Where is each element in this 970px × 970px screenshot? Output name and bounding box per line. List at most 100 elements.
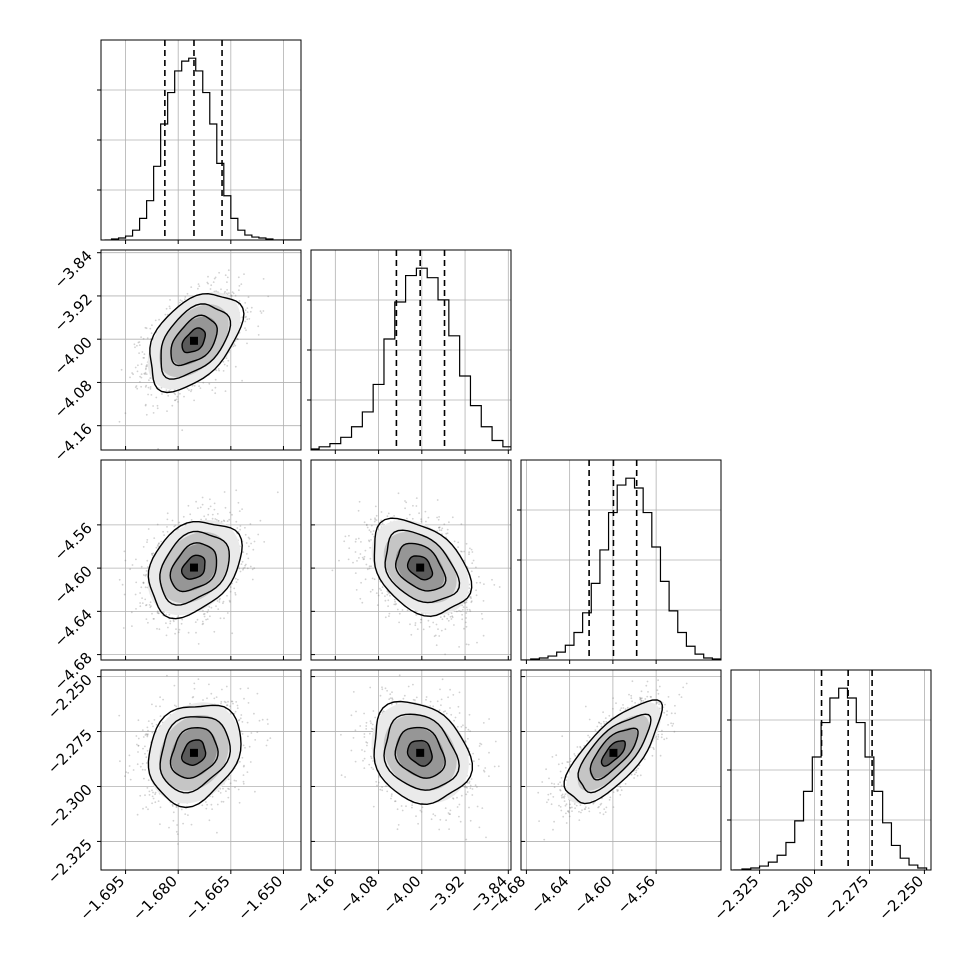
scatter-point (207, 282, 210, 285)
scatter-point (218, 599, 221, 601)
scatter-point (209, 505, 212, 508)
panel-0-2 (100, 459, 302, 661)
scatter-point (139, 794, 142, 797)
scatter-point (177, 631, 180, 634)
scatter-point (237, 276, 240, 279)
scatter-point (468, 608, 471, 611)
scatter-point (184, 296, 187, 298)
contour-2 (160, 303, 232, 380)
scatter-point (242, 568, 244, 571)
scatter-point (130, 611, 133, 614)
scatter-point (420, 520, 423, 523)
scatter-point (200, 518, 203, 521)
scatter-point (498, 586, 501, 588)
scatter-point (245, 329, 247, 332)
scatter-point (404, 507, 406, 510)
scatter-point (234, 344, 237, 347)
scatter-point (230, 294, 233, 297)
scatter-point (446, 528, 449, 531)
scatter-point (465, 601, 468, 604)
scatter-point (179, 299, 182, 301)
scatter-point (257, 334, 260, 336)
scatter-point (166, 518, 169, 521)
scatter-point (174, 393, 177, 396)
scatter-point (215, 518, 218, 521)
scatter-point (384, 599, 387, 602)
scatter-point (236, 338, 238, 341)
contour-1 (170, 314, 218, 367)
scatter-point (143, 357, 146, 359)
scatter-point (165, 389, 168, 391)
density-peak (416, 563, 425, 572)
scatter-point (174, 632, 177, 635)
scatter-point (260, 312, 263, 314)
scatter-point (374, 505, 377, 508)
scatter-point (163, 534, 166, 536)
scatter-point (248, 537, 251, 540)
scatter-point (387, 599, 390, 602)
scatter-point (406, 517, 408, 520)
scatter-point (234, 577, 237, 580)
scatter-point (131, 372, 134, 374)
scatter-point (461, 613, 463, 616)
scatter-point (469, 596, 472, 598)
scatter-point (179, 392, 181, 395)
scatter-point (165, 634, 168, 637)
scatter-point (416, 628, 419, 630)
scatter-point (462, 606, 465, 608)
scatter-point (132, 373, 135, 376)
scatter-point (234, 592, 237, 594)
scatter-point (202, 613, 205, 616)
scatter-point (129, 568, 132, 571)
scatter-point (378, 587, 381, 590)
scatter-point (368, 529, 371, 532)
scatter-point (433, 635, 436, 638)
scatter-point (236, 527, 239, 529)
scatter-point (231, 247, 233, 249)
scatter-point (243, 273, 245, 275)
scatter-point (213, 502, 216, 505)
contour-1 (169, 542, 218, 593)
scatter-point (150, 605, 152, 607)
scatter-point (411, 517, 414, 520)
scatter-point (148, 604, 151, 606)
scatter-point (355, 538, 357, 540)
pair-grid-0-1 (101, 250, 301, 450)
scatter-point (134, 386, 137, 389)
scatter-point (224, 274, 227, 277)
scatter-point (355, 589, 358, 591)
scatter-point (140, 336, 143, 338)
scatter-point (365, 524, 368, 527)
scatter-point (352, 561, 354, 564)
scatter-point (160, 540, 163, 543)
scatter-point (120, 368, 123, 371)
scatter-point (149, 388, 152, 390)
scatter-point (482, 600, 485, 602)
scatter-point (449, 615, 452, 618)
scatter-point (144, 403, 147, 406)
scatter-point (482, 634, 485, 637)
scatter-point (147, 621, 149, 624)
scatter-point (209, 615, 211, 618)
scatter-point (465, 617, 467, 619)
scatter-point (183, 395, 185, 398)
scatter-point (364, 578, 367, 581)
scatter-point (190, 390, 192, 393)
scatter-point (152, 618, 155, 620)
scatter-point (194, 621, 197, 623)
scatter-point (193, 399, 196, 402)
scatter-point (141, 597, 144, 599)
scatter-point (215, 605, 217, 607)
panel-2-2 (520, 459, 722, 661)
scatter-point (388, 592, 390, 595)
scatter-point (469, 547, 471, 550)
scatter-point (458, 646, 460, 648)
scatter-point (361, 601, 364, 604)
scatter-point (152, 412, 155, 414)
scatter-point (384, 616, 387, 619)
scatter-point (441, 618, 444, 621)
scatter-point (220, 520, 223, 523)
scatter-point (234, 294, 237, 297)
scatter-point (231, 632, 234, 635)
scatter-point (381, 586, 384, 588)
